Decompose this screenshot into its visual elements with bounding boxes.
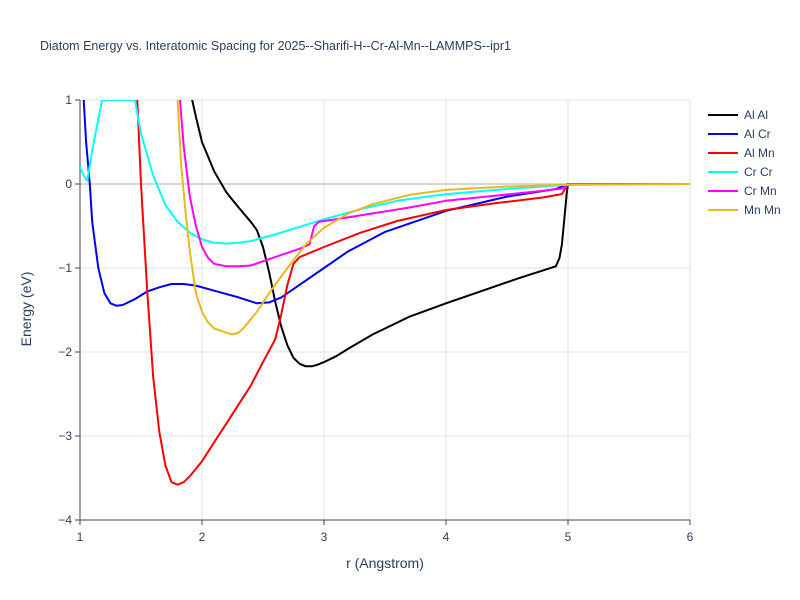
series-line-cr-mn bbox=[179, 100, 690, 268]
x-tick-label: 5 bbox=[565, 530, 572, 544]
series-line-al-cr bbox=[82, 100, 690, 307]
x-axis-title: r (Angstrom) bbox=[346, 555, 424, 571]
legend-label-cr-mn: Cr Mn bbox=[744, 184, 777, 198]
legend-label-cr-cr: Cr Cr bbox=[744, 165, 773, 179]
series-line-cr-cr bbox=[80, 100, 690, 245]
y-tick-label: −3 bbox=[58, 429, 72, 443]
chart-title: Diatom Energy vs. Interatomic Spacing fo… bbox=[40, 39, 511, 53]
series-line-al-mn bbox=[136, 100, 690, 486]
x-tick-label: 6 bbox=[687, 530, 694, 544]
legend-label-al-cr: Al Cr bbox=[744, 127, 771, 141]
x-tick-label: 2 bbox=[199, 530, 206, 544]
y-axis-title: Energy (eV) bbox=[18, 272, 34, 347]
series-line-mn-mn bbox=[176, 100, 690, 336]
x-tick-label: 4 bbox=[443, 530, 450, 544]
y-tick-label: −1 bbox=[58, 261, 72, 275]
y-tick-label: −4 bbox=[58, 513, 72, 527]
legend-label-al-al: Al Al bbox=[744, 108, 768, 122]
plot-area bbox=[80, 100, 690, 486]
grid-lines bbox=[80, 99, 691, 520]
axis-ticks: 1 2 3 4 5 6 1 0 −1 −2 −3 −4 bbox=[58, 93, 693, 544]
y-tick-label: 1 bbox=[65, 93, 72, 107]
legend-label-mn-mn: Mn Mn bbox=[744, 203, 781, 217]
series-line-al-al bbox=[191, 100, 690, 368]
y-tick-label: −2 bbox=[58, 345, 72, 359]
y-tick-label: 0 bbox=[65, 177, 72, 191]
legend-label-al-mn: Al Mn bbox=[744, 146, 775, 160]
x-tick-label: 3 bbox=[321, 530, 328, 544]
x-tick-label: 1 bbox=[77, 530, 84, 544]
legend: Al Al Al Cr Al Mn Cr Cr Cr Mn Mn Mn bbox=[708, 108, 781, 217]
